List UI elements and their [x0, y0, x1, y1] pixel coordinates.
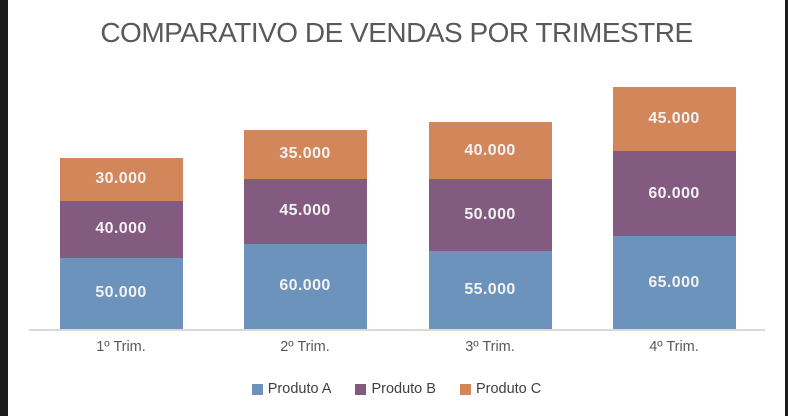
- data-label: 60.000: [648, 184, 700, 202]
- bar-segment-produto-b: 50.000: [428, 179, 552, 251]
- stacked-bar-1: 50.000 40.000 30.000: [59, 158, 183, 329]
- legend-item-produto-a: Produto A: [251, 381, 332, 397]
- x-axis-label: 3º Trim.: [465, 339, 515, 355]
- legend-swatch-icon: [459, 383, 471, 395]
- data-label: 40.000: [95, 220, 147, 238]
- bar-segment-produto-a: 50.000: [59, 257, 183, 329]
- data-label: 60.000: [279, 277, 331, 295]
- x-axis-label: 4º Trim.: [649, 339, 699, 355]
- bar-segment-produto-b: 60.000: [612, 150, 736, 237]
- stacked-bar-4: 65.000 60.000 45.000: [612, 86, 736, 329]
- bar-segment-produto-a: 55.000: [428, 250, 552, 329]
- data-label: 30.000: [95, 170, 147, 188]
- stacked-bar-3: 55.000 50.000 40.000: [428, 122, 552, 329]
- legend: Produto A Produto B Produto C: [8, 379, 785, 399]
- legend-label: Produto A: [267, 381, 332, 397]
- chart-title: COMPARATIVO DE VENDAS POR TRIMESTRE: [100, 17, 693, 48]
- x-axis-line: [29, 329, 765, 331]
- bar-segment-produto-c: 35.000: [243, 129, 367, 180]
- legend-label: Produto B: [371, 381, 436, 397]
- legend-item-produto-c: Produto C: [459, 381, 542, 397]
- legend-label: Produto C: [475, 381, 542, 397]
- x-axis-label: 1º Trim.: [96, 339, 146, 355]
- data-label: 45.000: [648, 109, 700, 127]
- legend-item-produto-b: Produto B: [355, 381, 436, 397]
- bar-segment-produto-a: 60.000: [243, 243, 367, 329]
- data-label: 50.000: [95, 284, 147, 302]
- window-left-edge: [0, 0, 8, 416]
- data-label: 45.000: [279, 202, 331, 220]
- bar-segment-produto-a: 65.000: [612, 236, 736, 329]
- data-label: 40.000: [464, 141, 516, 159]
- bar-segment-produto-b: 40.000: [59, 200, 183, 258]
- data-label: 35.000: [279, 145, 331, 163]
- bar-segment-produto-b: 45.000: [243, 179, 367, 244]
- window-right-edge: [785, 0, 788, 416]
- legend-swatch-icon: [251, 383, 263, 395]
- x-axis-label: 2º Trim.: [280, 339, 330, 355]
- data-label: 65.000: [648, 273, 700, 291]
- bar-segment-produto-c: 30.000: [59, 158, 183, 201]
- legend-swatch-icon: [355, 383, 367, 395]
- bar-segment-produto-c: 45.000: [612, 86, 736, 151]
- bar-segment-produto-c: 40.000: [428, 122, 552, 180]
- data-label: 50.000: [464, 206, 516, 223]
- stacked-bar-2: 60.000 45.000 35.000: [243, 129, 367, 329]
- data-label: 55.000: [464, 280, 516, 298]
